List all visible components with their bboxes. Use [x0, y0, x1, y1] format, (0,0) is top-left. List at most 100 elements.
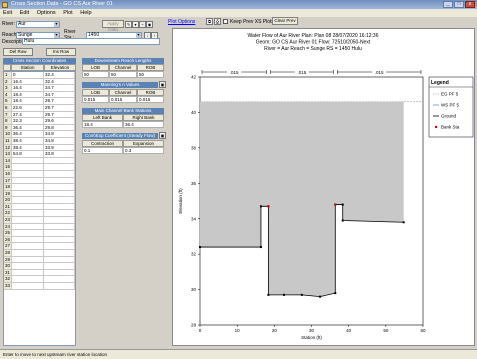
station-cell[interactable]: 0: [12, 72, 44, 78]
station-cell[interactable]: 27.4: [12, 111, 44, 118]
elevation-cell[interactable]: [44, 250, 75, 256]
plot-options-link[interactable]: Plot Options: [168, 19, 196, 25]
table-row[interactable]: 12 38.4 33.9: [4, 144, 75, 152]
elevation-cell[interactable]: [44, 157, 75, 164]
elevation-cell[interactable]: [44, 190, 75, 197]
river-select[interactable]: Aur ▼: [16, 20, 60, 28]
station-cell[interactable]: [12, 223, 44, 230]
table-row[interactable]: 23: [4, 217, 75, 224]
station-cell[interactable]: [12, 210, 44, 217]
station-cell[interactable]: 36.4: [12, 124, 44, 131]
coefficients-options-icon[interactable]: ▣: [159, 132, 166, 139]
station-cell[interactable]: [12, 269, 44, 276]
station-cell[interactable]: [12, 230, 44, 236]
elevation-cell[interactable]: [44, 236, 75, 243]
table-row[interactable]: 32: [4, 276, 75, 283]
clear-prev-button[interactable]: Clear Prev: [272, 17, 298, 25]
menu-plot[interactable]: Plot: [63, 10, 73, 16]
station-cell[interactable]: 18.4: [12, 91, 44, 98]
table-row[interactable]: 27: [4, 243, 75, 251]
elevation-cell[interactable]: [44, 256, 75, 263]
menu-edit[interactable]: Edit: [19, 10, 30, 16]
elevation-cell[interactable]: [44, 184, 75, 190]
station-cell[interactable]: 38.4: [12, 144, 44, 151]
station-cell[interactable]: [12, 157, 44, 164]
menu-options[interactable]: Options: [36, 10, 56, 16]
elevation-cell[interactable]: [44, 210, 75, 217]
table-row[interactable]: 5 18.4 29.7: [4, 98, 75, 105]
station-cell[interactable]: [12, 217, 44, 223]
station-cell[interactable]: [12, 170, 44, 177]
elevation-cell[interactable]: 29.7: [44, 104, 75, 111]
station-cell[interactable]: [12, 263, 44, 269]
elevation-cell[interactable]: 32.4: [44, 78, 75, 85]
elevation-cell[interactable]: [44, 217, 75, 223]
elevation-cell[interactable]: [44, 263, 75, 269]
station-cell[interactable]: [12, 243, 44, 250]
station-cell[interactable]: [12, 276, 44, 282]
table-row[interactable]: 26: [4, 236, 75, 244]
print-plot-icon[interactable]: ⎙: [214, 18, 221, 25]
station-cell[interactable]: 32.3: [12, 118, 44, 124]
elevation-cell[interactable]: 34.8: [44, 131, 75, 137]
table-row[interactable]: 25: [4, 230, 75, 237]
table-row[interactable]: 10 36.4 34.8: [4, 131, 75, 138]
station-cell[interactable]: 54.8: [12, 151, 44, 157]
station-cell[interactable]: 18.4: [12, 98, 44, 104]
manning-rob-field[interactable]: 0.015: [137, 96, 164, 103]
elevation-cell[interactable]: 29.7: [44, 98, 75, 104]
table-row[interactable]: 17: [4, 177, 75, 185]
elevation-cell[interactable]: [44, 170, 75, 177]
station-cell[interactable]: 16.4: [12, 85, 44, 91]
table-row[interactable]: 24: [4, 223, 75, 231]
station-cell[interactable]: [12, 203, 44, 210]
description-field[interactable]: Hulu: [22, 38, 160, 45]
elevation-cell[interactable]: 32.4: [44, 72, 75, 78]
station-cell[interactable]: 16.4: [12, 78, 44, 85]
station-cell[interactable]: [12, 190, 44, 197]
elevation-cell[interactable]: [44, 177, 75, 184]
elevation-cell[interactable]: 34.8: [44, 137, 75, 144]
table-row[interactable]: 4 18.4 34.7: [4, 91, 75, 99]
elevation-cell[interactable]: [44, 269, 75, 276]
elevation-cell[interactable]: [44, 164, 75, 170]
station-cell[interactable]: [12, 256, 44, 263]
plus-icon[interactable]: +: [139, 20, 146, 28]
table-row[interactable]: 19: [4, 190, 75, 198]
manning-lob-field[interactable]: 0.015: [82, 96, 109, 103]
station-cell[interactable]: 38.4: [12, 137, 44, 144]
table-row[interactable]: 2 16.4 32.4: [4, 78, 75, 86]
manning-options-icon[interactable]: ▣: [159, 81, 166, 88]
table-row[interactable]: 21: [4, 203, 75, 211]
table-row[interactable]: 6 22.6 29.7: [4, 104, 75, 112]
station-cell[interactable]: [12, 184, 44, 190]
minimize-button[interactable]: _: [443, 1, 453, 8]
reach-channel-field[interactable]: 50: [109, 71, 137, 78]
maximize-button[interactable]: □: [454, 1, 464, 8]
expansion-field[interactable]: 0.3: [123, 147, 164, 154]
table-row[interactable]: 22: [4, 210, 75, 218]
table-row[interactable]: 14: [4, 157, 75, 165]
close-button[interactable]: x: [465, 1, 475, 8]
station-cell[interactable]: [12, 236, 44, 243]
station-cell[interactable]: [12, 283, 44, 289]
reach-lob-field[interactable]: 50: [82, 71, 109, 78]
station-cell[interactable]: [12, 177, 44, 184]
elevation-cell[interactable]: 33.8: [44, 151, 75, 157]
station-cell[interactable]: [12, 164, 44, 170]
table-row[interactable]: 8 32.3 29.6: [4, 118, 75, 125]
elevation-cell[interactable]: [44, 243, 75, 250]
menu-exit[interactable]: Exit: [3, 10, 13, 16]
station-cell[interactable]: 36.4: [12, 131, 44, 137]
manning-channel-field[interactable]: 0.015: [109, 96, 137, 103]
reach-rob-field[interactable]: 50: [137, 71, 164, 78]
table-row[interactable]: 11 38.4 34.8: [4, 137, 75, 145]
left-bank-field[interactable]: 18.4: [82, 121, 123, 128]
view-icon[interactable]: ◉: [146, 20, 153, 28]
elevation-cell[interactable]: [44, 230, 75, 236]
elevation-cell[interactable]: [44, 223, 75, 230]
elevation-cell[interactable]: [44, 283, 75, 289]
table-row[interactable]: 7 27.4 29.7: [4, 111, 75, 119]
table-row[interactable]: 33: [4, 283, 75, 290]
elevation-cell[interactable]: 33.9: [44, 144, 75, 151]
